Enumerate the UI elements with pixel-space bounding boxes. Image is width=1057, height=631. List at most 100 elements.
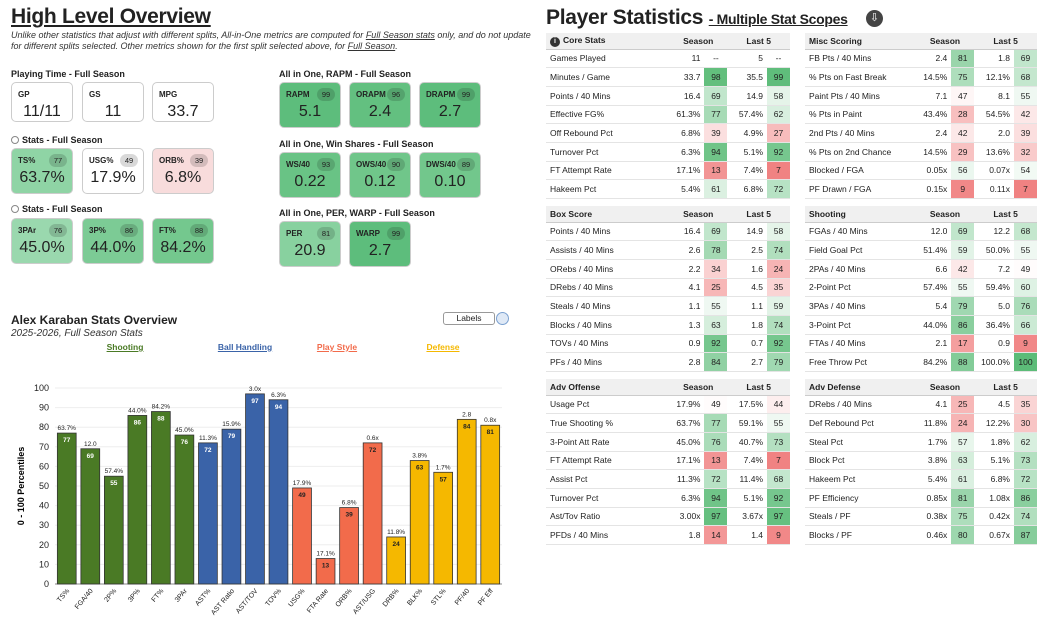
col-season-header[interactable]: Season	[669, 379, 728, 396]
last5-value: 17.5%	[727, 395, 768, 415]
card-label: PER	[286, 229, 303, 238]
table-header: Adv Defense Season Last 5	[805, 379, 1037, 396]
col-season-header[interactable]: Season	[669, 33, 728, 50]
table-row: DRebs / 40 Mins 4.1 25 4.5 35	[805, 395, 1037, 415]
col-last5-header[interactable]: Last 5	[727, 379, 790, 396]
table-row: Off Rebound Pct 6.8% 39 4.9% 27	[546, 123, 790, 143]
season-value: 0.38x	[915, 507, 952, 527]
y-tick-label: 30	[39, 520, 49, 530]
stats-radio-1[interactable]	[11, 136, 19, 144]
table-row: 3-Point Pct 44.0% 86 36.4% 66	[805, 315, 1037, 335]
stat-name: 3PAs / 40 Mins	[805, 296, 916, 316]
high-level-overview-title: High Level Overview	[11, 5, 211, 28]
stats2-card-ft-: FT% 88 84.2%	[152, 218, 214, 264]
bar-3par	[174, 434, 195, 585]
season-percentile: 24	[951, 413, 975, 433]
table-row: Steal Pct 1.7% 57 1.8% 62	[805, 432, 1037, 452]
card-label: 3P%	[89, 226, 106, 235]
stat-name: Free Throw Pct	[805, 352, 916, 372]
col-season-header[interactable]: Season	[915, 206, 975, 223]
stat-name: Block Pct	[805, 451, 916, 471]
table-row: FGAs / 40 Mins 12.0 69 12.2 68	[805, 222, 1037, 242]
last5-value: 1.8	[974, 49, 1014, 69]
season-value: 0.85x	[915, 488, 952, 508]
labels-toggle-switch[interactable]	[496, 312, 509, 325]
last5-percentile: 68	[767, 469, 790, 489]
last5-value: 5	[727, 49, 768, 69]
stat-name: Assist Pct	[546, 469, 670, 489]
bar-percentile-label: 72	[369, 447, 377, 454]
last5-value: 1.1	[727, 296, 768, 316]
stat-name: % Pts in Paint	[805, 105, 916, 125]
season-percentile: --	[704, 49, 728, 69]
rapm-label: All in One, RAPM - Full Season	[279, 69, 412, 79]
labels-toggle-button[interactable]: Labels	[443, 312, 495, 325]
bar-3p-	[127, 415, 148, 585]
season-value: 61.3%	[669, 105, 705, 125]
col-last5-header[interactable]: Last 5	[727, 206, 790, 223]
card-value: 20.9	[294, 242, 326, 259]
bar-usg-	[292, 487, 312, 585]
bar-raw-label: 84.2%	[152, 404, 171, 411]
season-percentile: 92	[704, 334, 728, 354]
bar-fga-40	[80, 448, 101, 585]
last5-percentile: 58	[767, 222, 790, 242]
y-tick-label: 10	[39, 559, 49, 569]
x-tick-label: 2P%	[103, 588, 118, 604]
bar-percentile-label: 49	[298, 492, 306, 499]
group-label-play-style: Play Style	[316, 342, 358, 352]
last5-value: 8.1	[974, 86, 1014, 106]
last5-percentile: 62	[767, 105, 790, 125]
col-season-header[interactable]: Season	[669, 206, 728, 223]
last5-value: 100.0%	[974, 352, 1014, 372]
col-last5-header[interactable]: Last 5	[974, 206, 1037, 223]
x-tick-label: USG%	[287, 588, 306, 609]
col-season-header[interactable]: Season	[915, 379, 975, 396]
season-percentile: 72	[704, 469, 728, 489]
last5-percentile: 27	[767, 123, 790, 143]
x-tick-label: PF Eff	[477, 588, 495, 607]
card-value: 11	[104, 103, 122, 120]
col-last5-header[interactable]: Last 5	[727, 33, 790, 50]
bar-percentile-label: 79	[228, 433, 236, 440]
full-season-link[interactable]: Full Season stats	[365, 30, 435, 40]
bar-raw-label: 6.3%	[271, 392, 286, 399]
season-value: 2.4	[915, 49, 952, 69]
x-tick-label: AST/USG	[352, 588, 377, 616]
download-icon[interactable]: ⇩	[866, 10, 883, 27]
full-season-link-2[interactable]: Full Season	[347, 41, 396, 51]
stats2-card-3p-: 3P% 86 44.0%	[82, 218, 144, 264]
stats-label-1: Stats - Full Season	[11, 135, 103, 145]
season-percentile: 69	[951, 222, 975, 242]
table-row: Paint Pts / 40 Mins 7.1 47 8.1 55	[805, 86, 1037, 106]
col-season-header[interactable]: Season	[915, 33, 975, 50]
stat-name: Turnover Pct	[546, 488, 670, 508]
stats1-card-usg-: USG% 49 17.9%	[82, 148, 144, 194]
x-tick-label: FTA Rate	[306, 588, 330, 615]
stat-name: Blocks / PF	[805, 525, 916, 545]
x-tick-label: 3P%	[127, 588, 142, 604]
table-core: i Core Stats Season Last 5 Games Played 11 -- 5…	[546, 33, 790, 199]
season-percentile: 97	[704, 507, 728, 527]
last5-percentile: 39	[1013, 123, 1037, 143]
stat-name: 3-Point Att Rate	[546, 432, 670, 452]
season-percentile: 14	[704, 525, 728, 545]
info-icon[interactable]: i	[550, 36, 560, 47]
last5-percentile: 9	[767, 525, 790, 545]
season-value: 2.2	[669, 259, 705, 279]
last5-percentile: 7	[767, 161, 790, 181]
season-value: 2.4	[915, 123, 952, 143]
col-last5-header[interactable]: Last 5	[974, 33, 1037, 50]
table-misc: Misc Scoring Season Last 5 FB Pts / 40 Mins…	[805, 33, 1037, 199]
table-row: Hakeem Pct 5.4% 61 6.8% 72	[546, 179, 790, 199]
x-tick-label: 3PAr	[174, 587, 189, 604]
season-value: 11.3%	[669, 469, 705, 489]
stats2-card-3par: 3PAr 76 45.0%	[11, 218, 73, 264]
last5-percentile: 9	[1013, 334, 1037, 354]
stats-radio-2[interactable]	[11, 205, 19, 213]
season-value: 11.8%	[915, 413, 952, 433]
last5-value: 40.7%	[727, 432, 768, 452]
col-last5-header[interactable]: Last 5	[974, 379, 1037, 396]
last5-percentile: 76	[1013, 296, 1037, 316]
x-tick-label: AST Ratio	[210, 588, 236, 617]
